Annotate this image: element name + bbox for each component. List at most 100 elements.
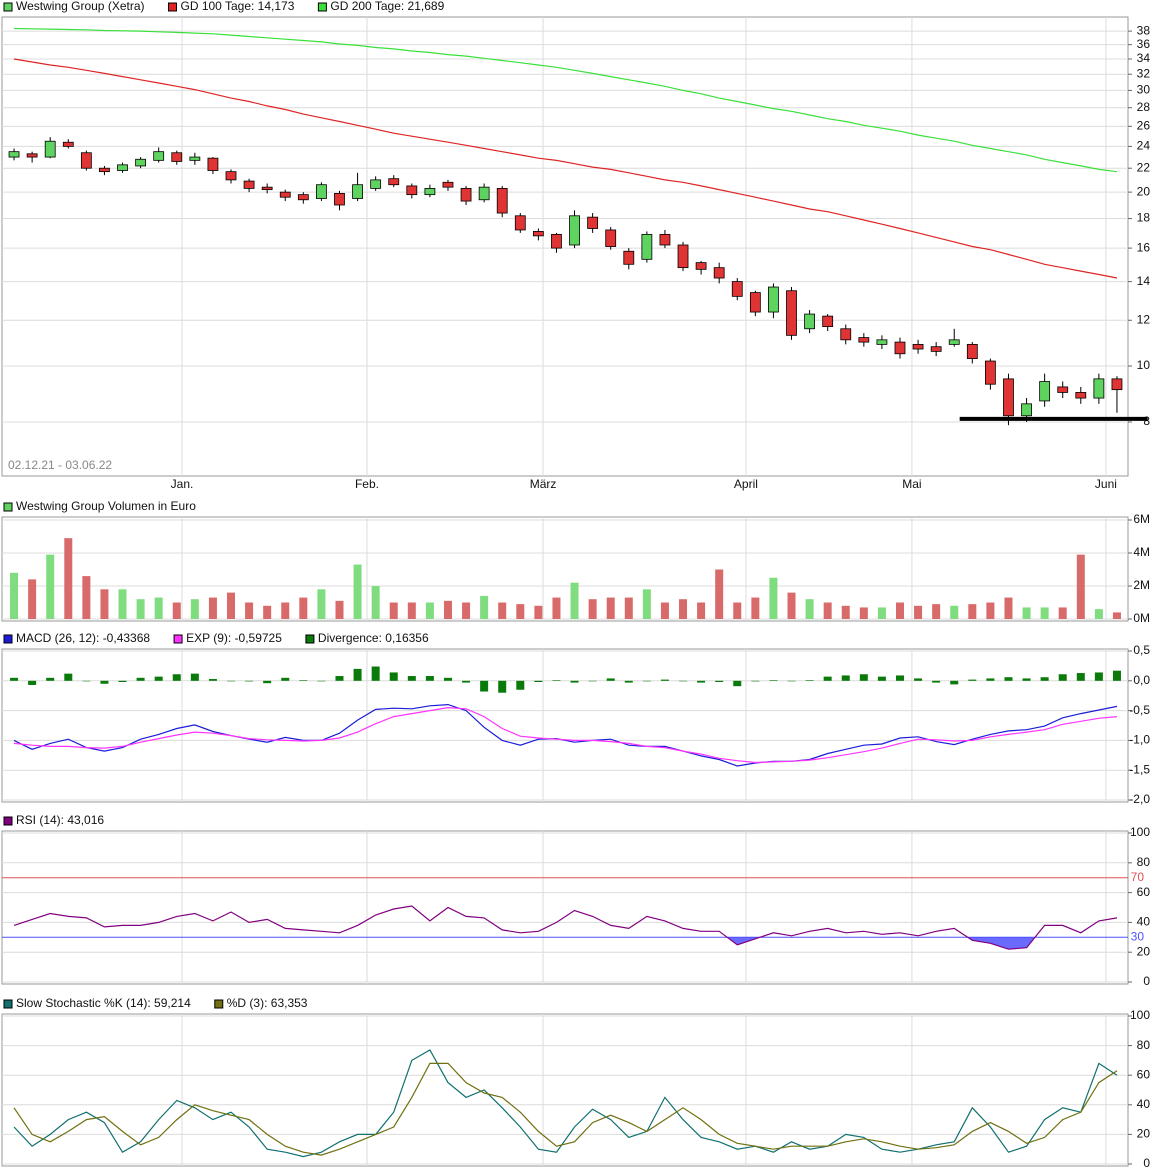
y-tick-label: 0M <box>1133 611 1150 625</box>
volume-bar <box>299 597 308 619</box>
volume-bar <box>1076 554 1085 619</box>
divergence-bar <box>877 676 886 681</box>
divergence-bar <box>1040 677 1049 681</box>
volume-bar <box>82 576 91 619</box>
divergence-bar <box>733 680 742 687</box>
volume-bar <box>679 599 688 619</box>
volume-bar <box>245 602 254 619</box>
legend-label: EXP (9): -0,59725 <box>186 631 282 645</box>
divergence-bar <box>660 679 669 681</box>
volume-bar <box>335 600 344 619</box>
candle-body <box>370 179 382 189</box>
legend-label: GD 100 Tage: 14,173 <box>181 0 295 13</box>
reference-label: 70 <box>1131 870 1145 884</box>
divergence-bar <box>895 675 904 681</box>
volume-bar <box>46 554 55 619</box>
legend-label: GD 200 Tage: 21,689 <box>330 0 444 13</box>
divergence-bar <box>498 680 507 693</box>
candle-body <box>261 186 273 191</box>
candle-body <box>677 244 689 269</box>
candle-body <box>822 315 834 328</box>
volume-bar <box>64 538 73 619</box>
divergence-bar <box>679 680 688 682</box>
legend-swatch <box>214 999 224 1009</box>
y-tick-label: -2,0 <box>1129 792 1150 806</box>
legend-swatch <box>3 2 13 12</box>
candle-body <box>623 250 635 265</box>
legend-label: Westwing Group (Xetra) <box>16 0 145 13</box>
volume-bar <box>823 602 832 619</box>
divergence-bar <box>154 676 163 681</box>
divergence-bar <box>64 673 73 681</box>
candle-body <box>243 180 255 189</box>
divergence-bar <box>28 680 37 685</box>
candle-body <box>1111 378 1123 391</box>
candle-body <box>316 184 327 199</box>
volume-bar <box>624 597 633 619</box>
candle-body <box>695 262 707 270</box>
candle-body <box>713 267 725 279</box>
candle-body <box>1021 403 1032 417</box>
candle-body <box>478 186 490 201</box>
candle-body <box>334 192 345 206</box>
volume-bar <box>1058 607 1067 619</box>
candle-body <box>44 140 56 158</box>
y-tick-label: -0,5 <box>1129 703 1150 717</box>
volume-bar <box>570 582 579 619</box>
candle-body <box>26 153 38 158</box>
divergence-bar <box>606 678 615 681</box>
volume-bar <box>1040 607 1049 619</box>
moving-average-line <box>13 58 1118 279</box>
divergence-bar <box>1058 674 1067 681</box>
volume-bar <box>769 577 778 619</box>
divergence-bar <box>389 672 398 681</box>
divergence-bar <box>299 680 308 681</box>
candle-body <box>153 151 165 161</box>
y-tick-label: 6M <box>1133 512 1150 526</box>
candle-body <box>948 339 960 345</box>
candle-body <box>442 181 454 188</box>
divergence-bar <box>335 676 344 681</box>
legend-swatch <box>168 2 177 12</box>
candle-body <box>117 164 128 171</box>
divergence-bar <box>425 676 434 681</box>
legend-swatch <box>305 634 315 644</box>
candle-body <box>930 346 942 352</box>
candle-body <box>731 281 743 297</box>
candle-body <box>99 167 110 173</box>
volume-bar <box>317 589 326 619</box>
candle-body <box>514 215 526 231</box>
volume-bar <box>588 599 597 619</box>
volume-bar <box>136 599 145 619</box>
candle-body <box>135 158 147 167</box>
volume-bar <box>353 564 362 619</box>
divergence-bar <box>100 680 109 684</box>
y-tick-label: 100 <box>1130 825 1150 839</box>
divergence-bar <box>986 678 995 681</box>
divergence-bar <box>1004 677 1013 681</box>
divergence-bar <box>516 680 525 690</box>
volume-bar <box>190 599 199 619</box>
divergence-bar <box>353 668 362 681</box>
candle-body <box>460 187 472 202</box>
divergence-bar <box>480 680 489 692</box>
divergence-bar <box>190 673 199 681</box>
volume-bar <box>932 604 941 619</box>
legend-label: Slow Stochastic %K (14): 59,214 <box>16 996 191 1010</box>
candle-body <box>1093 378 1105 399</box>
y-tick-label: 80 <box>1137 1038 1151 1052</box>
volume-bar <box>841 605 850 619</box>
y-tick-label: 14 <box>1137 274 1151 288</box>
y-tick-label: -1,5 <box>1129 762 1150 776</box>
date-range: 02.12.21 - 03.06.22 <box>8 458 112 472</box>
x-tick-label: April <box>734 477 758 491</box>
candle-body <box>189 156 201 161</box>
plot-frame <box>1 648 1129 803</box>
plot-frame <box>1 1013 1129 1167</box>
y-tick-label: 12 <box>1137 312 1151 326</box>
candle-body <box>1057 386 1069 393</box>
divergence-bar <box>136 677 145 681</box>
candle-body <box>966 343 978 359</box>
y-tick-label: 10 <box>1137 358 1151 372</box>
candle-body <box>641 233 653 260</box>
